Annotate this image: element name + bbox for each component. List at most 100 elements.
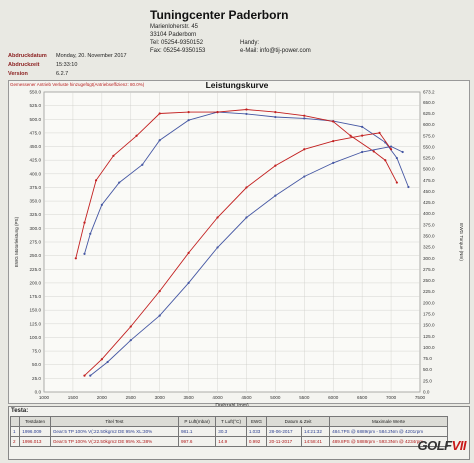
col-air-pressure: P Luft(mbar) [177,416,217,427]
brand-left: GOLF [417,438,452,453]
y-left-tick-label: 350.0 [30,199,42,204]
data-point-blue [303,175,306,178]
table-row: 2 1996.013 Gear:5 TP 100% V(:22.50kgm2 D… [9,436,448,447]
data-point-red [303,114,306,117]
y-right-tick-label: 250.0 [423,278,435,283]
version-label: Version [8,71,28,77]
data-point-blue [274,194,277,197]
data-point-red [135,134,138,137]
x-tick-label: 1000 [39,395,50,400]
data-point-blue [245,112,248,116]
series-line-red-right [75,109,398,259]
row-air-pressure: 981.1 [177,426,217,437]
x-tick-label: 6000 [328,395,339,400]
data-point-red [332,120,335,123]
data-point-red [83,374,86,377]
y-right-tick-label: 500.0 [423,167,435,172]
row-date: 20-11-2017 [266,436,303,447]
y-right-tick-label: 150.0 [423,323,435,328]
y-right-tick-label: 225.0 [423,289,435,294]
data-point-red [216,216,219,219]
data-point-red [274,164,277,167]
y-right-tick-label: 575.0 [423,133,435,138]
y-right-axis-label: EWG Torque (Nm) [459,223,464,261]
y-left-tick-label: 325.0 [30,212,42,217]
data-point-blue [407,185,410,189]
y-right-tick-label: 75.0 [423,356,432,361]
x-tick-label: 5500 [299,395,310,400]
y-left-tick-label: 50.0 [32,362,41,367]
data-point-red [100,358,103,361]
row-max-values: 484.7PS @ 6889rpm - 584.2Nm @ 4201rpm [329,426,448,437]
x-tick-label: 7000 [386,395,397,400]
y-left-tick-label: 175.0 [30,294,42,299]
y-left-tick-label: 400.0 [30,171,42,176]
row-testdata: 1996.009 [19,426,51,437]
y-left-tick-label: 0.0 [35,390,42,395]
company-city: 33104 Paderborn [150,32,197,38]
data-point-blue [303,117,306,120]
data-point-red [361,134,364,137]
data-point-red [395,181,398,184]
data-point-red [245,186,248,189]
row-index: 1 [9,426,21,437]
data-point-blue [83,252,86,255]
y-right-tick-label: 125.0 [423,334,435,339]
x-tick-label: 1500 [68,395,79,400]
company-tel: Tel: 05254-9350152 [150,40,204,46]
x-tick-label: 3500 [183,395,194,400]
print-date-value: Monday, 20. November 2017 [56,53,127,59]
data-point-blue [158,139,161,142]
y-right-tick-label: 300.0 [423,256,435,261]
col-testdata: Testdaten [19,416,51,427]
y-right-tick-label: 0.0 [423,390,430,395]
y-left-axis-label: EWG Motorleistung (PS) [14,216,19,267]
y-right-tick-label: 50.0 [423,367,432,372]
data-point-red [274,111,277,114]
row-air-pressure: 997.6 [177,436,217,447]
company-name: Tuningcenter Paderborn [150,8,289,22]
print-time-row: Abdruckzeit 15:33:10 [8,62,77,68]
y-left-tick-label: 375.0 [30,185,42,190]
drivetrain-loss-note: Gemessener Antrieb Verluste hinzugefügt(… [10,82,145,87]
data-point-red [332,139,335,143]
version-row: Version 6.2.7 [8,71,68,77]
y-left-tick-label: 500.0 [30,117,42,122]
row-testdata: 1996.013 [19,436,51,447]
x-tick-label: 3000 [155,395,166,400]
y-right-tick-label: 475.0 [423,178,435,183]
x-tick-label: 6500 [357,395,368,400]
col-air-temp: T Luft(°C) [215,416,247,427]
col-title: Titel Test [49,416,179,427]
data-point-red [187,111,190,114]
col-ewg: EWG [245,416,268,427]
y-left-tick-label: 225.0 [30,267,42,272]
y-right-tick-label: 625.0 [423,111,435,116]
data-point-red [216,111,219,114]
y-right-tick-label: 100.0 [423,345,435,350]
results-label: Testa: [11,408,29,414]
data-point-red [378,131,381,135]
x-tick-label: 2500 [126,395,137,400]
data-point-red [74,257,77,260]
y-right-tick-label: 200.0 [423,300,435,305]
y-right-tick-label: 25.0 [423,378,432,383]
data-point-blue [401,150,404,154]
data-point-red [187,251,190,255]
y-left-tick-label: 275.0 [30,240,42,245]
data-point-red [158,289,161,293]
y-left-tick-label: 150.0 [30,308,42,313]
print-time-label: Abdruckzeit [8,62,40,68]
row-air-temp: 30.3 [215,426,247,437]
company-street: Marienloherstr. 45 [150,24,199,30]
data-point-red [389,148,393,151]
data-point-blue [332,161,335,165]
data-point-blue [129,339,132,342]
y-left-tick-label: 250.0 [30,253,42,258]
print-date-label: Abdruckdatum [8,53,47,59]
y-left-tick-label: 100.0 [30,335,42,340]
col-max-values: Maximale Werte [329,416,448,427]
y-right-tick-label: 400.0 [423,211,435,216]
y-right-tick-label: 325.0 [423,245,435,250]
data-point-blue [395,156,398,160]
